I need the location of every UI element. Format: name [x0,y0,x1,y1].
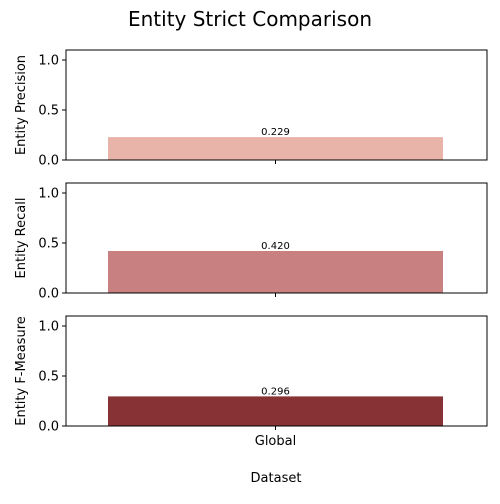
bar-1-1 [108,137,443,160]
y-tick-label: 0.0 [38,420,59,435]
subplot-1: 0.229 0.0 0.5 1.0 Entity Precision [14,49,488,169]
y-axis-label: Entity Precision [14,55,29,155]
subplot-2: 0.420 0.0 0.5 1.0 Entity Recall [14,182,488,302]
y-tick-label: 0.0 [38,154,59,169]
bar-value-label: 0.420 [261,241,290,252]
bar-2-1 [108,251,443,293]
bar-3-1 [108,396,443,426]
axes-frame [65,315,488,427]
y-tick-label: 0.0 [38,287,59,302]
subplot-3: 0.296 0.0 0.5 1.0 Global Entity F-Measure [14,315,488,449]
y-tick-label: 1.0 [38,54,59,69]
x-tick-label: Global [255,434,296,449]
y-axis-label: Entity Recall [14,198,29,279]
y-tick-label: 0.5 [38,104,59,119]
y-axis-label: Entity F-Measure [14,316,29,426]
axes-frame [65,182,488,294]
bar-value-label: 0.296 [261,386,290,397]
y-tick-label: 1.0 [38,187,59,202]
chart-title: Entity Strict Comparison [128,7,372,31]
x-axis-label: Dataset [251,471,302,486]
axes-frame [65,49,488,161]
y-tick-label: 1.0 [38,320,59,335]
y-tick-label: 0.5 [38,237,59,252]
bar-value-label: 0.229 [261,127,290,138]
y-tick-label: 0.5 [38,370,59,385]
